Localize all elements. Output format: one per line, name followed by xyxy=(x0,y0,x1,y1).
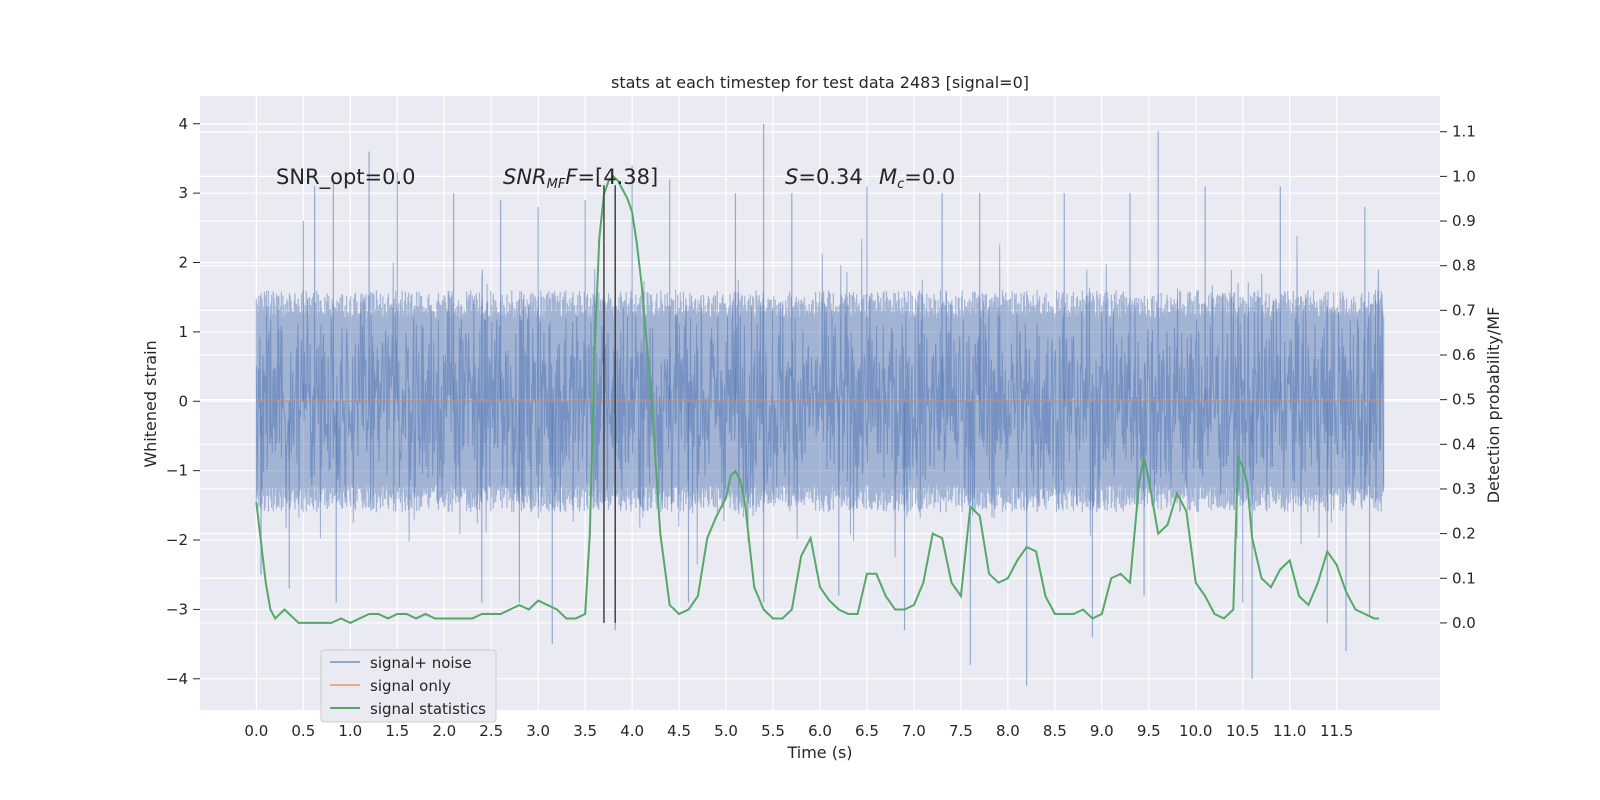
signal-statistics-line xyxy=(255,175,1379,625)
y2-tick-label: 0.7 xyxy=(1452,301,1476,319)
snr-mf-sub: MF xyxy=(547,177,566,192)
x-tick-label: 9.0 xyxy=(1090,722,1114,740)
y2-tick-label: 0.6 xyxy=(1452,346,1476,364)
y-tick-label: −2 xyxy=(166,531,188,549)
y-axis-ticks: 4 3 2 1 0 −1 −2 −3 −4 xyxy=(166,115,200,688)
x-tick-label: 7.5 xyxy=(949,722,973,740)
x-axis-label: Time (s) xyxy=(786,743,852,762)
x-tick-label: 4.5 xyxy=(667,722,691,740)
y-tick-label: −1 xyxy=(166,462,188,480)
snr-mf-value: =[4.38] xyxy=(577,165,658,189)
y-tick-label: 0 xyxy=(178,392,188,410)
legend: signal+ noise signal only signal statist… xyxy=(320,649,497,723)
y2-axis-label: Detection probability/MF xyxy=(1484,307,1503,504)
x-tick-label: 3.5 xyxy=(573,722,597,740)
x-tick-label: 8.0 xyxy=(996,722,1020,740)
x-tick-label: 1.0 xyxy=(338,722,362,740)
y2-tick-label: 1.0 xyxy=(1452,167,1476,185)
x-tick-label: 6.5 xyxy=(855,722,879,740)
noise-trace xyxy=(255,235,1385,565)
y2-tick-label: 0.4 xyxy=(1452,435,1476,453)
y2-tick-label: 0.5 xyxy=(1452,391,1476,409)
s-value: =0.34 xyxy=(798,165,862,189)
mc-value: =0.0 xyxy=(904,165,955,189)
y2-tick-label: 0.2 xyxy=(1452,525,1476,543)
legend-box xyxy=(320,649,497,723)
x-tick-label: 0.0 xyxy=(244,722,268,740)
y2-tick-label: 0.3 xyxy=(1452,480,1476,498)
annotation-snr-mf: SNRMFF=[4.38] xyxy=(503,165,658,192)
x-tick-label: 11.5 xyxy=(1320,722,1353,740)
chart-title: stats at each timestep for test data 248… xyxy=(611,73,1029,92)
mc-sub: c xyxy=(897,177,904,192)
y2-tick-label: 0.1 xyxy=(1452,569,1476,587)
s-var: S xyxy=(785,165,798,189)
annotation-snr-opt: SNR_opt=0.0 xyxy=(276,165,416,190)
y2-tick-label: 1.1 xyxy=(1452,123,1476,141)
y-tick-label: 3 xyxy=(178,184,188,202)
y2-tick-label: 0.9 xyxy=(1452,212,1476,230)
peak-markers xyxy=(603,185,616,623)
legend-label-stats: signal statistics xyxy=(370,700,486,718)
legend-label-noise: signal+ noise xyxy=(370,654,472,672)
signal-statistics-series xyxy=(255,175,1379,625)
x-tick-label: 10.5 xyxy=(1226,722,1259,740)
x-tick-label: 4.0 xyxy=(620,722,644,740)
snr-mf-prefix: SNR xyxy=(503,165,547,189)
y-tick-label: 4 xyxy=(178,115,188,133)
y-tick-label: 2 xyxy=(178,254,188,272)
y2-tick-label: 0.8 xyxy=(1452,257,1476,275)
y-tick-label: −3 xyxy=(166,600,188,618)
annotation-s: S=0.34 xyxy=(785,165,863,189)
x-tick-label: 6.0 xyxy=(808,722,832,740)
x-tick-label: 7.0 xyxy=(902,722,926,740)
x-tick-label: 5.5 xyxy=(761,722,785,740)
x-tick-label: 2.0 xyxy=(432,722,456,740)
x-tick-label: 3.0 xyxy=(526,722,550,740)
y-tick-label: −4 xyxy=(166,670,188,688)
y2-axis-ticks: 1.1 1.0 0.9 0.8 0.7 0.6 0.5 0.4 0.3 0.2 0.1 0.0 xyxy=(1440,123,1476,632)
legend-label-signal: signal only xyxy=(370,677,451,695)
y-tick-label: 1 xyxy=(178,323,188,341)
x-tick-label: 0.5 xyxy=(291,722,315,740)
x-tick-label: 8.5 xyxy=(1043,722,1067,740)
x-tick-label: 9.5 xyxy=(1137,722,1161,740)
x-tick-label: 5.0 xyxy=(714,722,738,740)
snr-mf-f: F xyxy=(565,165,578,189)
x-tick-label: 11.0 xyxy=(1273,722,1306,740)
x-tick-label: 2.5 xyxy=(479,722,503,740)
x-tick-label: 10.0 xyxy=(1179,722,1212,740)
x-tick-label: 1.5 xyxy=(385,722,409,740)
annotation-mc: Mc=0.0 xyxy=(879,165,955,192)
mc-var: M xyxy=(879,165,897,189)
y2-tick-label: 0.0 xyxy=(1452,614,1476,632)
x-axis-ticks: 0.0 0.5 1.0 1.5 2.0 2.5 3.0 3.5 4.0 4.5 5.0 5.5 6.0 6… xyxy=(244,722,1353,740)
y-axis-label: Whitened strain xyxy=(141,340,160,467)
